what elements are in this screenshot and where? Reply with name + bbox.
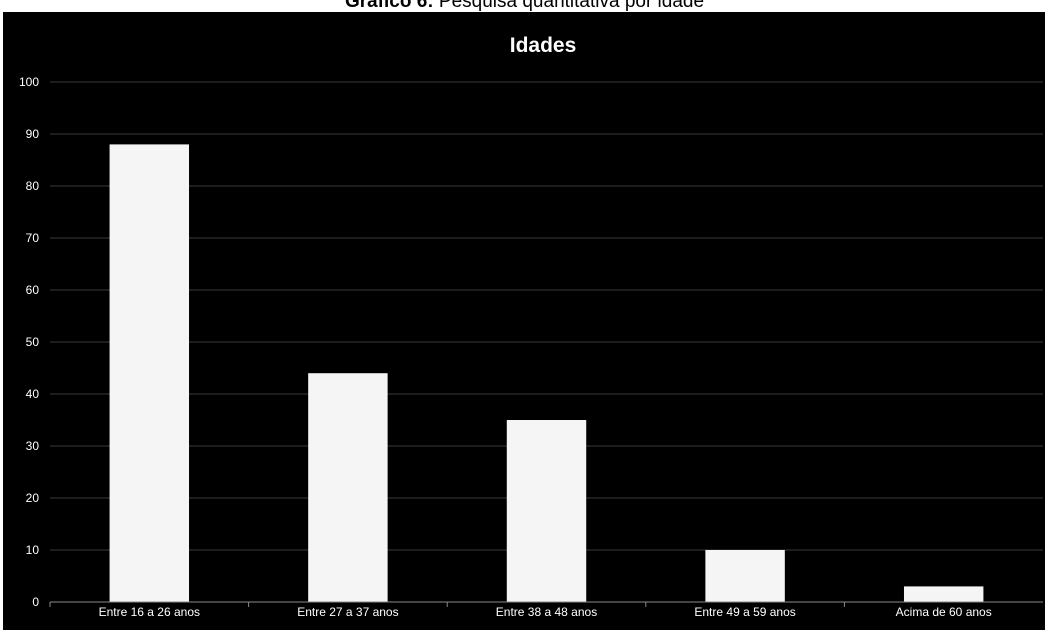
y-tick-label: 80	[26, 179, 40, 193]
bar-chart: 0 10 20 30 40 50 60 70 80 90 100 Entre 16 a 26 ano…	[19, 34, 1043, 619]
x-axis-ticks: Entre 16 a 26 anos Entre 27 a 37 anos Entr…	[49, 602, 992, 619]
bars	[109, 144, 984, 602]
caption-text: Pesquisa quantitativa por idade	[438, 0, 705, 12]
bar	[308, 373, 388, 602]
y-tick-label: 60	[26, 283, 40, 297]
bar	[705, 550, 785, 602]
y-tick-label: 40	[26, 387, 40, 401]
bar	[506, 420, 587, 602]
x-tick-label: Acima de 60 anos	[896, 605, 992, 619]
caption-label: Gráfico 6:	[344, 0, 434, 12]
figure-caption: Gráfico 6: Pesquisa quantitativa por ida…	[0, 0, 1049, 12]
y-axis-ticks: 0 10 20 30 40 50 60 70 80 90 100	[19, 75, 39, 609]
bar	[903, 586, 984, 602]
x-tick-label: Entre 27 a 37 anos	[297, 605, 398, 619]
bar	[109, 144, 190, 602]
chart-area: 0 10 20 30 40 50 60 70 80 90 100 Entre 16 a 26 ano…	[3, 12, 1045, 630]
y-tick-label: 100	[19, 75, 39, 89]
y-tick-label: 0	[32, 595, 39, 609]
y-tick-label: 20	[26, 491, 40, 505]
y-tick-label: 10	[26, 543, 40, 557]
x-tick-label: Entre 38 a 48 anos	[496, 605, 597, 619]
y-tick-label: 30	[26, 439, 40, 453]
x-tick-label: Entre 49 a 59 anos	[694, 605, 795, 619]
y-tick-label: 70	[26, 231, 40, 245]
y-tick-label: 50	[26, 335, 40, 349]
x-tick-label: Entre 16 a 26 anos	[99, 605, 200, 619]
gridlines	[50, 81, 1043, 551]
chart-title: Idades	[510, 34, 577, 57]
y-tick-label: 90	[26, 127, 40, 141]
